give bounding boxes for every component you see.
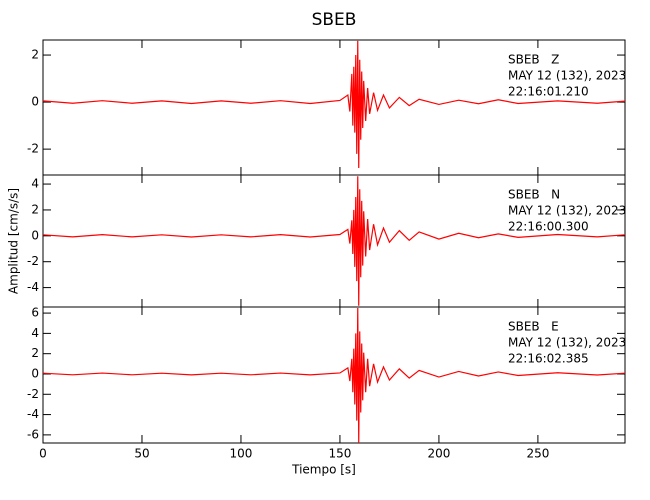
- waveform: [42, 40, 626, 168]
- x-axis-label: Tiempo [s]: [291, 463, 356, 477]
- y-tick-label: 2: [31, 346, 39, 360]
- station-info: SBEB Z: [508, 53, 559, 67]
- y-tick-label: 6: [31, 306, 39, 320]
- station-info: MAY 12 (132), 2023: [508, 336, 626, 350]
- x-tick-label: 50: [134, 447, 149, 461]
- station-info: 22:16:00.300: [508, 220, 589, 234]
- station-info: SBEB E: [508, 320, 559, 334]
- y-tick-label: -2: [27, 254, 39, 268]
- station-info: 22:16:02.385: [508, 352, 589, 366]
- waveform: [42, 176, 626, 306]
- y-tick-label: 0: [31, 95, 39, 109]
- x-tick-label: 100: [230, 447, 253, 461]
- y-tick-label: -6: [27, 427, 39, 441]
- station-info: SBEB N: [508, 188, 560, 202]
- x-tick-label: 250: [526, 447, 549, 461]
- waveform: [42, 308, 626, 444]
- y-tick-label: -4: [27, 407, 39, 421]
- station-info: MAY 12 (132), 2023: [508, 204, 626, 218]
- y-tick-label: -2: [27, 387, 39, 401]
- x-tick-label: 150: [328, 447, 351, 461]
- y-tick-label: 2: [31, 202, 39, 216]
- y-tick-label: 2: [31, 48, 39, 62]
- y-tick-label: -2: [27, 142, 39, 156]
- y-tick-label: -4: [27, 280, 39, 294]
- y-tick-label: 4: [31, 326, 39, 340]
- chart-title: SBEB: [312, 10, 357, 30]
- y-axis-label: Amplitud [cm/s/s]: [7, 188, 21, 294]
- station-info: MAY 12 (132), 2023: [508, 69, 626, 83]
- x-tick-label: 200: [427, 447, 450, 461]
- y-tick-label: 4: [31, 177, 39, 191]
- y-tick-label: 0: [31, 366, 39, 380]
- y-tick-label: 0: [31, 228, 39, 242]
- panel-frame: [42, 306, 626, 444]
- station-info: 22:16:01.210: [508, 85, 589, 99]
- x-tick-label: 0: [39, 447, 47, 461]
